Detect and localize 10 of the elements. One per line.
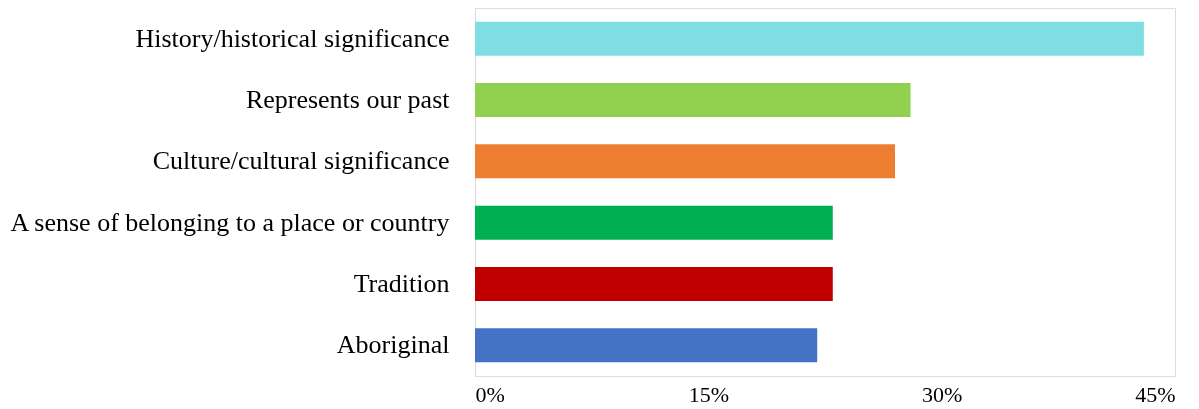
y-tick-label: History/historical significance (135, 23, 450, 53)
y-tick-label: Aboriginal (336, 330, 450, 360)
y-tick-label: A sense of belonging to a place or country (10, 207, 450, 237)
x-tick-label: 45% (1135, 381, 1176, 407)
y-tick-label: Culture/cultural significance (152, 146, 450, 176)
x-tick-label: 0% (475, 381, 505, 407)
x-tick-label: 30% (922, 381, 963, 407)
x-tick-label: 15% (688, 381, 729, 407)
y-tick-label: Represents our past (245, 85, 451, 114)
y-tick-label: Tradition (353, 269, 450, 298)
